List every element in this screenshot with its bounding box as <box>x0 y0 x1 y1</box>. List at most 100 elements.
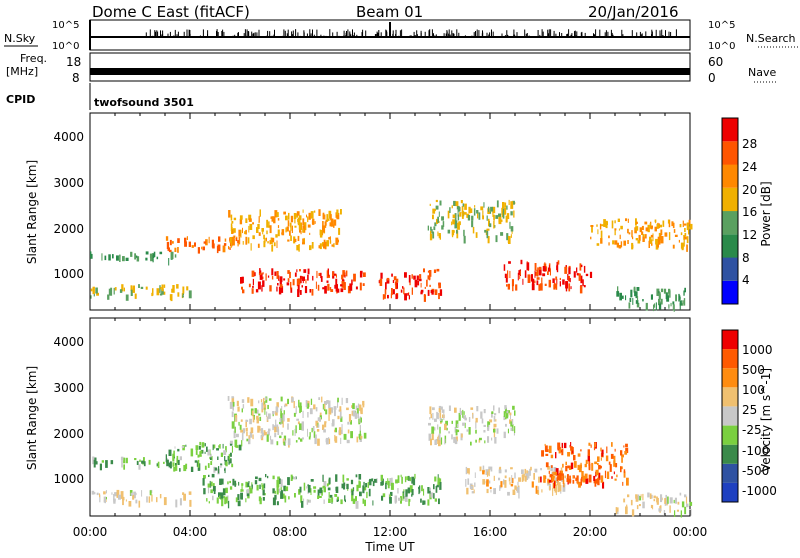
scatter-cell <box>253 272 256 277</box>
scatter-cell <box>234 426 236 433</box>
scatter-cell <box>182 492 185 495</box>
scatter-cell <box>362 403 365 408</box>
scatter-cell <box>288 212 290 220</box>
scatter-cell <box>262 489 265 496</box>
scatter-cell <box>248 214 252 220</box>
scatter-cell <box>256 415 259 420</box>
scatter-cell <box>293 412 296 417</box>
scatter-cell <box>358 481 361 488</box>
velocity-ytick-4000: 4000 <box>53 335 84 349</box>
scatter-cell <box>445 420 448 426</box>
scatter-cell <box>570 446 573 451</box>
scatter-cell <box>548 279 551 288</box>
scatter-cell <box>358 474 362 480</box>
scatter-cell <box>684 228 686 232</box>
scatter-cell <box>519 275 521 280</box>
scatter-cell <box>263 240 266 248</box>
scatter-cell <box>559 470 561 479</box>
scatter-cell <box>260 435 262 439</box>
scatter-cell <box>326 280 329 283</box>
scatter-cell <box>276 441 279 446</box>
scatter-cell <box>437 412 439 420</box>
scatter-cell <box>421 485 423 492</box>
scatter-cell <box>312 275 314 281</box>
scatter-cell <box>290 223 292 231</box>
scatter-cell <box>420 291 423 295</box>
scatter-cell <box>437 216 439 223</box>
velocity-cb-m500: -500 <box>742 464 769 478</box>
scatter-cell <box>618 228 620 231</box>
scatter-cell <box>170 251 174 260</box>
scatter-cell <box>570 286 572 290</box>
scatter-cell <box>350 479 354 485</box>
scatter-cell <box>430 230 432 236</box>
scatter-cell <box>475 439 477 443</box>
scatter-cell <box>484 440 486 444</box>
scatter-cell <box>418 486 420 490</box>
scatter-cell <box>407 487 410 494</box>
scatter-cell <box>471 215 474 221</box>
scatter-cell <box>653 304 655 312</box>
scatter-cell <box>229 480 231 484</box>
scatter-cell <box>483 430 486 433</box>
scatter-cell <box>333 243 335 248</box>
scatter-cell <box>229 452 232 457</box>
scatter-cell <box>538 284 541 291</box>
scatter-cell <box>268 398 272 401</box>
scatter-cell <box>650 494 653 499</box>
scatter-cell <box>195 445 199 451</box>
scatter-cell <box>328 477 331 484</box>
scatter-cell <box>322 474 324 482</box>
scatter-cell <box>326 270 329 279</box>
scatter-cell <box>677 501 680 505</box>
scatter-cell <box>644 221 648 225</box>
scatter-cell <box>495 419 497 422</box>
scatter-cell <box>295 440 298 443</box>
scatter-cell <box>297 218 300 222</box>
scatter-cell <box>466 429 469 432</box>
scatter-cell <box>303 498 305 502</box>
scatter-cell <box>257 281 261 290</box>
scatter-cell <box>498 216 502 225</box>
power-cb-4: 4 <box>742 273 750 287</box>
scatter-cell <box>493 415 496 422</box>
scatter-cell <box>383 294 386 299</box>
scatter-cell <box>452 219 455 225</box>
scatter-cell <box>179 456 182 461</box>
scatter-cell <box>641 231 644 235</box>
scatter-cell <box>441 216 444 221</box>
scatter-cell <box>195 450 198 455</box>
scatter-cell <box>432 231 435 239</box>
scatter-cell <box>389 478 392 486</box>
scatter-cell <box>241 440 243 447</box>
scatter-cell <box>562 463 564 468</box>
scatter-cell <box>323 239 326 245</box>
scatter-cell <box>627 494 630 498</box>
scatter-cell <box>557 442 561 450</box>
scatter-cell <box>429 284 431 287</box>
scatter-cell <box>351 405 353 408</box>
scatter-cell <box>597 463 599 466</box>
scatter-cell <box>638 504 641 507</box>
scatter-cell <box>130 251 133 257</box>
scatter-cell <box>289 271 291 279</box>
scatter-cell <box>279 478 281 485</box>
scatter-cell <box>294 215 296 224</box>
scatter-cell <box>334 427 337 433</box>
scatter-cell <box>435 199 438 203</box>
scatter-cell <box>231 446 233 453</box>
scatter-cell <box>621 457 623 463</box>
scatter-cell <box>589 271 593 278</box>
scatter-cell <box>287 477 290 486</box>
scatter-cell <box>342 270 345 277</box>
velocity-xticks <box>89 318 691 516</box>
scatter-cell <box>248 218 252 222</box>
scatter-cell <box>428 433 432 441</box>
scatter-cell <box>350 420 352 425</box>
scatter-cell <box>360 270 363 274</box>
scatter-cell <box>292 476 294 480</box>
scatter-cell <box>503 479 505 485</box>
scatter-cell <box>508 236 511 244</box>
scatter-cell <box>258 413 261 416</box>
scatter-cell <box>231 463 234 468</box>
